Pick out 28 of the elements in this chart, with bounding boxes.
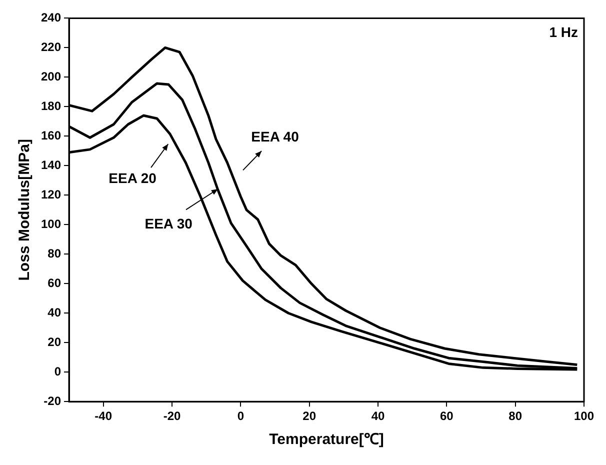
y-tick-label: 20	[48, 334, 62, 349]
y-tick-label: -20	[44, 394, 62, 408]
text: EEA 40	[251, 128, 300, 145]
x-tick-label: -20	[163, 409, 182, 424]
legend-label: EEA 30	[144, 216, 193, 232]
y-tick-label: 220	[40, 40, 62, 54]
legend-label: EEA 20	[108, 170, 157, 186]
x-tick-label: 0	[237, 409, 244, 424]
x-tick-label: 60	[440, 409, 454, 424]
y-tick-label: 100	[40, 216, 62, 231]
y-tick-label: 200	[40, 69, 62, 84]
x-tick-label: 40	[371, 409, 386, 424]
annotation: 1 Hz	[549, 24, 578, 40]
x-axis-title: Temperature[℃]	[269, 431, 384, 448]
y-tick-label: 60	[48, 276, 62, 290]
x-tick-label: 20	[302, 409, 316, 424]
y-axis-title: Loss Modulus[MPa]	[16, 139, 34, 281]
y-tick-label: 40	[48, 305, 62, 320]
y-tick-label: 80	[48, 246, 62, 260]
x-tick-label: 100	[574, 409, 594, 424]
y-tick-label: 240	[40, 10, 62, 25]
y-tick-label: 160	[40, 128, 62, 142]
x-tick-label: 80	[508, 409, 522, 424]
y-tick-label: 140	[40, 158, 62, 172]
y-tick-label: 120	[40, 187, 62, 202]
y-tick-label: 0	[54, 364, 62, 378]
x-tick-label: -40	[94, 409, 112, 424]
y-tick-label: 180	[40, 98, 62, 113]
